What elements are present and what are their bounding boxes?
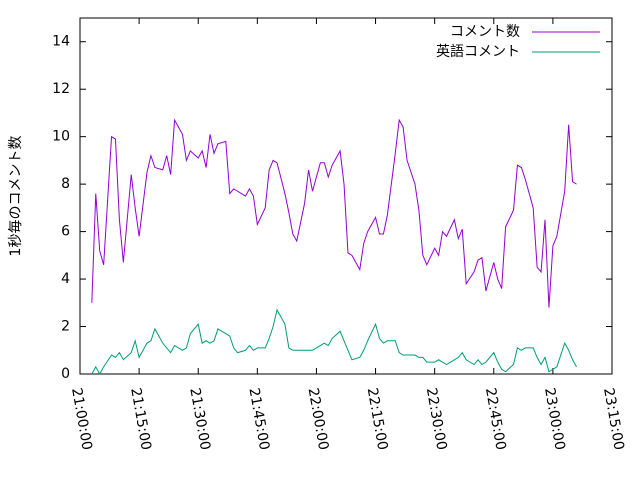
y-axis-label: 1秒毎のコメント数 (8, 136, 24, 257)
plot-frame (79, 17, 613, 375)
x-tick-label: 21:30:00 (186, 387, 213, 452)
x-tick-label: 22:15:00 (364, 387, 391, 452)
x-tick-label: 23:00:00 (541, 387, 568, 452)
data-line (91, 308, 577, 376)
x-tick-label: 21:15:00 (127, 387, 154, 452)
x-tick-label: 21:00:00 (68, 387, 95, 452)
y-tick-label: 8 (61, 176, 70, 192)
legend-label: 英語コメント (436, 43, 520, 60)
x-tick-label: 21:45:00 (245, 387, 272, 452)
legend-label: コメント数 (450, 24, 520, 40)
y-tick-label: 12 (52, 81, 70, 97)
y-tick-label: 10 (52, 129, 70, 145)
x-tick-label: 22:00:00 (305, 387, 332, 452)
y-tick-label: 14 (52, 34, 70, 50)
x-tick-label: 22:45:00 (482, 387, 509, 452)
data-line (91, 118, 577, 308)
y-tick-label: 6 (61, 224, 70, 240)
x-tick-label: 22:30:00 (423, 387, 450, 452)
y-tick-label: 2 (61, 319, 70, 335)
x-tick-label: 23:15:00 (600, 387, 627, 452)
y-tick-label: 4 (61, 271, 70, 287)
y-tick-label: 0 (61, 366, 70, 382)
